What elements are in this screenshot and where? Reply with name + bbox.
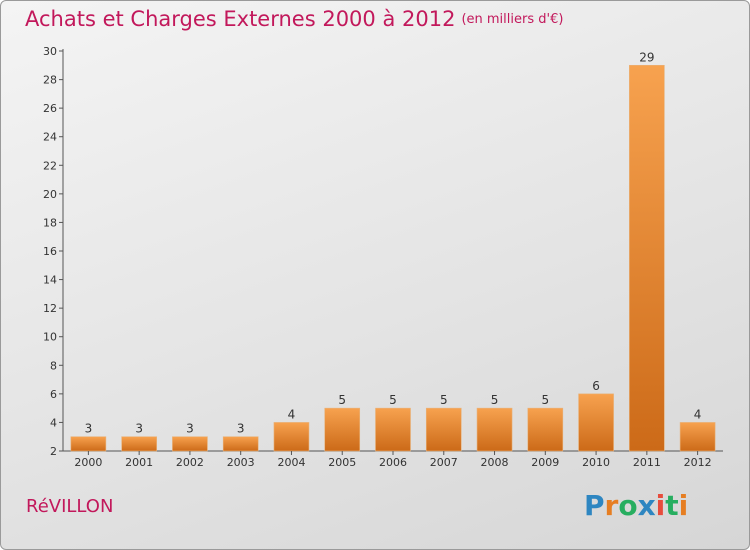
bar-value-label: 3 bbox=[186, 422, 194, 436]
y-tick-label: 30 bbox=[43, 45, 57, 58]
x-tick-label: 2001 bbox=[125, 456, 153, 469]
bar-value-label: 3 bbox=[237, 422, 245, 436]
x-tick-label: 2006 bbox=[379, 456, 407, 469]
title-text: Achats et Charges Externes 2000 à 2012 bbox=[25, 7, 456, 31]
logo-letter: r bbox=[604, 489, 619, 522]
y-tick-label: 10 bbox=[43, 331, 57, 344]
x-tick-label: 2002 bbox=[176, 456, 204, 469]
bar-value-label: 3 bbox=[85, 422, 93, 436]
logo-letter: o bbox=[618, 489, 638, 522]
y-tick-label: 26 bbox=[43, 102, 57, 115]
bar-value-label: 3 bbox=[135, 422, 143, 436]
bar-value-label: 5 bbox=[338, 393, 346, 407]
unit-label: (en milliers d'€) bbox=[461, 12, 564, 27]
y-tick-label: 28 bbox=[43, 74, 57, 87]
y-tick-label: 6 bbox=[50, 388, 57, 401]
y-tick-label: 18 bbox=[43, 216, 57, 229]
bar-value-label: 5 bbox=[389, 393, 397, 407]
bar bbox=[273, 422, 310, 452]
x-tick-label: 2009 bbox=[531, 456, 559, 469]
bar-value-label: 29 bbox=[639, 50, 654, 64]
x-tick-label: 2000 bbox=[74, 456, 102, 469]
x-tick-label: 2008 bbox=[481, 456, 509, 469]
x-tick-label: 2010 bbox=[582, 456, 610, 469]
logo-letter: P bbox=[584, 489, 605, 522]
x-tick-label: 2004 bbox=[277, 456, 305, 469]
y-tick-label: 4 bbox=[50, 416, 57, 429]
bar-value-label: 5 bbox=[440, 393, 448, 407]
x-tick-label: 2005 bbox=[328, 456, 356, 469]
bar-value-label: 4 bbox=[288, 407, 296, 421]
bar bbox=[222, 436, 259, 452]
bar-value-label: 6 bbox=[592, 379, 600, 393]
bar bbox=[70, 436, 107, 452]
y-tick-label: 24 bbox=[43, 131, 57, 144]
bar bbox=[172, 436, 208, 452]
commune-name: RéVILLON bbox=[26, 496, 114, 517]
y-tick-label: 20 bbox=[43, 188, 57, 201]
bar-value-label: 4 bbox=[694, 407, 702, 421]
bar-value-label: 5 bbox=[541, 393, 549, 407]
logo-letter: i bbox=[678, 489, 689, 522]
y-tick-label: 16 bbox=[43, 245, 57, 258]
chart-title: Achats et Charges Externes 2000 à 2012 (e… bbox=[25, 7, 563, 31]
y-tick-label: 8 bbox=[50, 359, 57, 372]
bar bbox=[679, 422, 716, 452]
bar bbox=[629, 64, 665, 452]
bar bbox=[375, 407, 411, 452]
logo-letter: x bbox=[637, 489, 656, 522]
bar-value-label: 5 bbox=[491, 393, 499, 407]
proxiti-logo: Proxiti bbox=[584, 489, 688, 522]
y-tick-label: 14 bbox=[43, 274, 57, 287]
x-tick-label: 2007 bbox=[430, 456, 458, 469]
y-tick-label: 12 bbox=[43, 302, 57, 315]
bar bbox=[476, 407, 513, 452]
bar bbox=[324, 407, 361, 452]
bar bbox=[425, 407, 462, 452]
bar bbox=[527, 407, 564, 452]
logo-letter: i bbox=[655, 489, 666, 522]
x-tick-label: 2012 bbox=[684, 456, 712, 469]
y-tick-label: 2 bbox=[50, 445, 57, 458]
x-tick-label: 2011 bbox=[633, 456, 661, 469]
y-tick-label: 22 bbox=[43, 159, 57, 172]
bar bbox=[121, 436, 157, 452]
x-tick-label: 2003 bbox=[227, 456, 255, 469]
bar bbox=[578, 393, 614, 452]
logo-letter: t bbox=[665, 489, 679, 522]
